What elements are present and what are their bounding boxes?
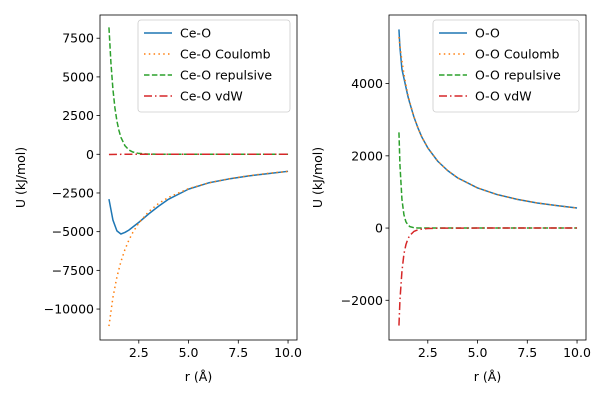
- x-tick-label: 5.0: [468, 345, 488, 360]
- x-tick-label: 2.5: [129, 345, 149, 360]
- y-tick-label: 5000: [62, 69, 94, 84]
- x-axis-label: r (Å): [474, 369, 501, 384]
- y-tick-label: −2500: [52, 185, 94, 200]
- legend-label: Ce-O vdW: [180, 89, 243, 104]
- legend-label: Ce-O Coulomb: [180, 47, 271, 62]
- legend-label: Ce-O repulsive: [180, 68, 272, 83]
- y-axis-label: U (kJ/mol): [310, 147, 325, 208]
- y-tick-label: −7500: [52, 263, 94, 278]
- y-tick-label: 0: [375, 221, 383, 236]
- legend-label: O-O repulsive: [475, 68, 561, 83]
- y-tick-label: 2000: [351, 148, 383, 163]
- y-tick-label: 4000: [351, 76, 383, 91]
- legend-label: O-O Coulomb: [475, 47, 559, 62]
- y-tick-label: 0: [86, 147, 94, 162]
- legend-label: O-O: [475, 26, 500, 41]
- x-tick-label: 7.5: [517, 345, 537, 360]
- legend: Ce-O Ce-O Coulomb Ce-O repulsive Ce-O vdW: [138, 20, 290, 112]
- x-tick-label: 10.0: [563, 345, 591, 360]
- y-tick-label: −2000: [341, 293, 383, 308]
- y-tick-label: 7500: [62, 31, 94, 46]
- x-tick-label: 10.0: [274, 345, 302, 360]
- x-tick-label: 7.5: [228, 345, 248, 360]
- y-tick-label: −5000: [52, 224, 94, 239]
- y-axis-label: U (kJ/mol): [13, 147, 28, 208]
- x-tick-label: 2.5: [418, 345, 438, 360]
- legend: O-O O-O Coulomb O-O repulsive O-O vdW: [433, 20, 579, 112]
- legend-label: O-O vdW: [475, 89, 532, 104]
- x-axis-label: r (Å): [185, 369, 212, 384]
- y-tick-label: −10000: [44, 302, 94, 317]
- legend-label: Ce-O: [180, 26, 211, 41]
- y-tick-label: 2500: [62, 108, 94, 123]
- x-tick-label: 5.0: [179, 345, 199, 360]
